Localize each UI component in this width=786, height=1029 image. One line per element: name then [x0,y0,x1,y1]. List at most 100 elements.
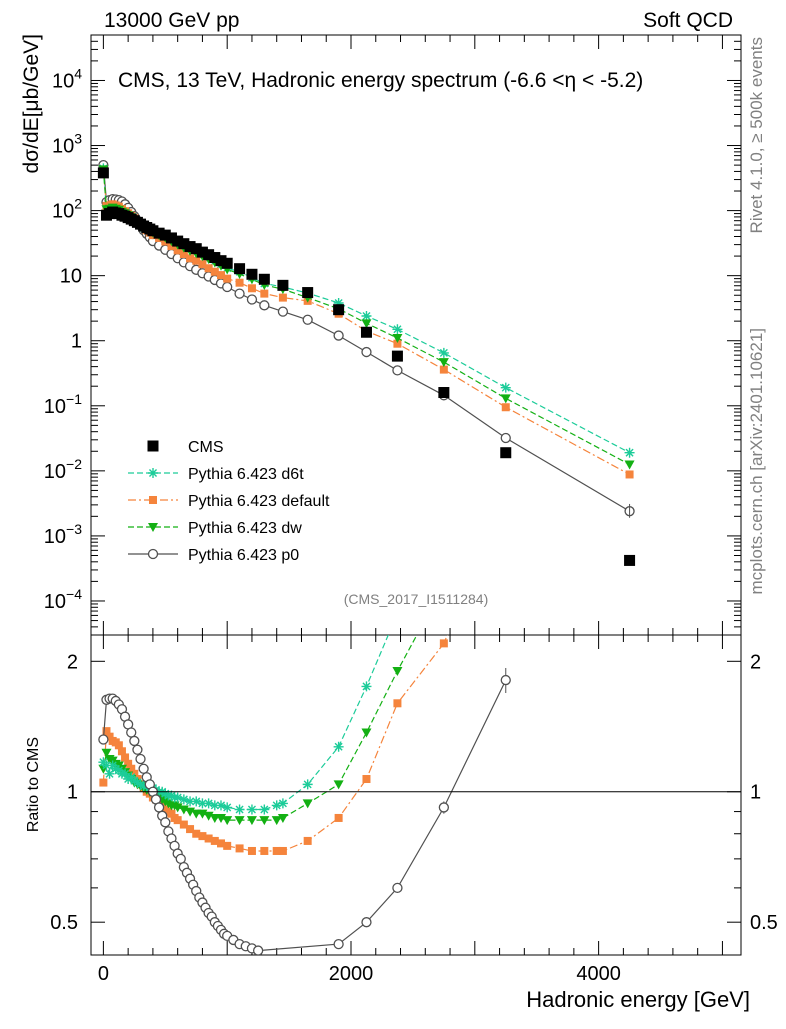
ratio-point-d6t [160,788,171,799]
ratio-point-p0 [252,945,264,955]
ratio-point-p0 [392,882,403,894]
ratio-point-default [127,764,136,773]
point-cms [333,304,345,316]
ratio-point-d6t [120,768,131,779]
ratio-y-tick-label: 1 [67,782,78,804]
ratio-point-default [173,816,182,825]
ratio-point-p0 [98,734,109,745]
ratio-y-tick-label-right: 1 [750,782,761,804]
ratio-point-d6t [209,800,220,811]
ratio-y-tick-label-right: 0.5 [750,912,778,934]
ratio-point-p0 [132,744,143,755]
ratio-point-dw [333,780,344,790]
header-right: Soft QCD [643,9,733,32]
ratio-point-d6t [259,804,270,815]
ratio-y-tick-label: 0.5 [50,912,78,934]
point-cms [215,255,227,267]
point-cms [190,243,202,255]
ratio-point-d6t [132,777,143,788]
ratio-point-default [99,778,108,787]
ratio-point-p0 [138,763,149,774]
point-cms [184,241,196,253]
x-tick-label: 2000 [329,963,374,985]
ratio-point-default [362,775,371,784]
point-dw [392,334,403,344]
point-default [278,293,287,302]
ratio-point-default [102,727,111,736]
tick-exponent: −2 [66,456,82,472]
tick-exponent: −1 [66,391,82,407]
ratio-point-dw [392,666,403,676]
series-line-p0 [102,165,630,512]
ratio-point-default [303,836,312,845]
main-y-tick-label: 10−2 [44,456,82,483]
ratio-point-d6t [135,779,146,790]
point-default [260,289,269,298]
point-p0 [333,330,344,341]
point-cms [234,263,246,275]
point-default [625,470,634,479]
ratio-point-default [167,809,176,818]
legend-label-dw: Pythia 6.423 dw [188,520,302,537]
ratio-point-d6t [216,800,226,811]
ratio-point-d6t [178,794,189,805]
point-p0 [361,346,372,358]
point-cms [246,268,258,280]
ratio-point-p0 [135,753,146,765]
ratio-line-d6t [102,635,389,811]
main-y-tick-label: 10−4 [44,586,82,613]
point-cms [97,167,109,179]
ratio-y-tick-label-right: 2 [750,651,761,673]
point-default [501,403,510,412]
main-y-tick-label: 103 [52,131,82,158]
main-y-tick-label: 102 [52,196,82,223]
ratio-point-default [124,759,133,768]
ratio-point-default [334,813,343,822]
ratio-point-d6t [110,763,121,774]
ratio-point-d6t [104,768,115,779]
point-cms [221,257,233,269]
ratio-point-default [105,732,114,741]
point-d6t [392,324,403,335]
point-default [179,250,188,259]
ratio-point-d6t [172,792,183,803]
point-cms [391,350,403,362]
legend-label-d6t: Pythia 6.423 d6t [188,466,304,483]
point-cms [203,249,215,261]
ratio-point-d6t [302,779,313,790]
point-cms [258,273,270,285]
ratio-point-default [198,832,207,841]
main-y-tick-label: 104 [52,65,82,92]
ratio-point-default [247,846,256,855]
point-p0 [259,300,270,311]
point-cms [500,447,512,459]
ratio-point-p0 [153,802,165,813]
ratio-point-default [192,829,201,838]
ratio-point-dw [271,816,282,826]
point-cms [438,387,450,399]
ratio-point-default [210,836,219,845]
ratio-y-axis-label: Ratio to CMS [25,737,42,832]
ratio-point-d6t [123,774,134,785]
point-dw [361,319,372,329]
point-default [223,274,232,283]
ratio-point-dw [439,581,449,590]
ratio-plot-frame [90,634,742,956]
ratio-point-d6t [392,608,402,618]
tick-base: 10 [52,136,74,158]
ratio-point-dw [259,816,270,826]
x-tick-label: 4000 [576,963,621,985]
point-d6t [624,447,635,458]
ratio-point-p0 [126,727,137,738]
legend-marker-dw [148,523,158,532]
ratio-point-d6t [439,521,449,531]
main-y-tick-label: 1 [71,331,82,353]
ratio-point-default [117,747,126,756]
point-cms [360,326,372,338]
point-dw [624,460,635,470]
point-cms [147,225,159,237]
ratio-point-dw [625,148,635,157]
ratio-point-default [204,834,213,843]
tick-base: 10 [44,461,66,483]
